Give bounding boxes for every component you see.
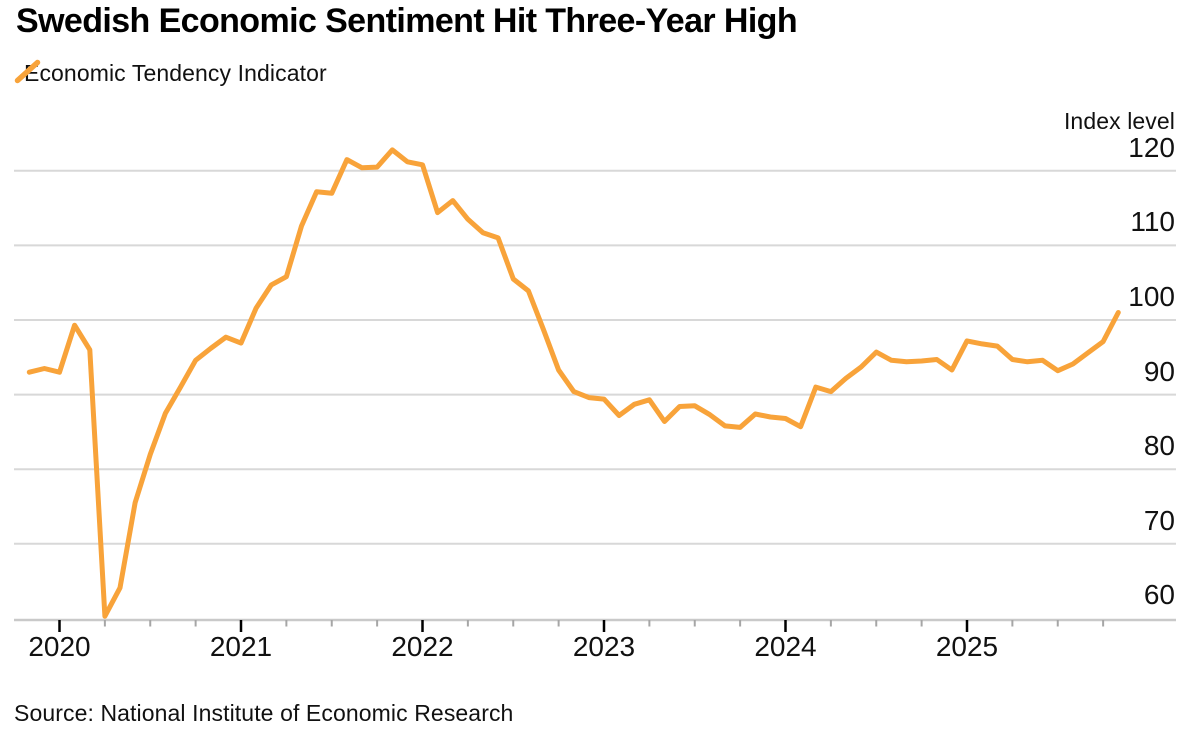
line-series-swatch-icon [14,59,41,84]
y-tick-label-60: 60 [1143,579,1175,611]
x-tick-label-2023: 2023 [572,631,636,662]
x-tick-label-2024: 2024 [754,631,817,662]
y-tick-label-120: 120 [1128,131,1175,163]
legend: Economic Tendency Indicator [14,58,327,88]
page-title: Swedish Economic Sentiment Hit Three-Yea… [16,2,798,40]
y-axis-title: Index level [1063,108,1175,134]
source-note: Source: National Institute of Economic R… [14,700,514,726]
legend-label: Economic Tendency Indicator [24,59,327,86]
y-tick-label-90: 90 [1143,355,1175,387]
eti-series-line [26,147,1121,619]
y-tick-label-80: 80 [1143,430,1175,462]
x-tick-label-2021: 2021 [209,631,273,662]
y-tick-label-100: 100 [1128,281,1175,312]
y-tick-label-70: 70 [1143,504,1175,536]
x-tick-label-2020: 2020 [28,631,91,662]
x-tick-label-2022: 2022 [391,631,454,662]
y-tick-label-110: 110 [1130,206,1175,238]
x-tick-label-2025: 2025 [935,631,999,662]
